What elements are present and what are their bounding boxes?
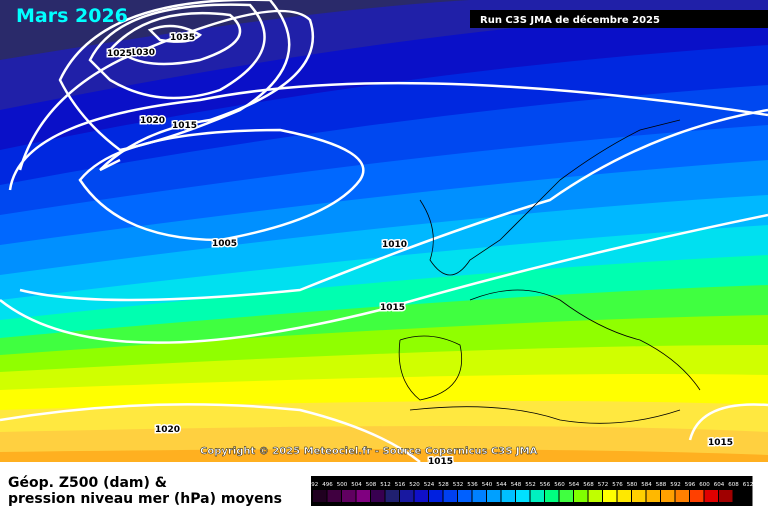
map-title: Mars 2026 <box>16 5 128 27</box>
scale-swatch <box>313 490 327 502</box>
isobar-label: 1015 <box>708 438 733 448</box>
scale-swatch <box>327 490 341 502</box>
geopotential-bands <box>0 0 768 462</box>
isobar-label: 1015 <box>172 121 197 131</box>
scale-label: 532 <box>453 482 464 488</box>
scale-label: 584 <box>641 482 652 488</box>
scale-label: 500 <box>337 482 348 488</box>
scale-label: 572 <box>598 482 609 488</box>
isobar-label: 1035 <box>170 33 195 43</box>
scale-label: 564 <box>569 482 580 488</box>
isobar-label: 1020 <box>140 116 165 126</box>
scale-swatch <box>356 490 370 502</box>
scale-label: 560 <box>554 482 565 488</box>
isobars <box>0 0 768 441</box>
scale-swatch <box>733 490 747 502</box>
scale-label: 544 <box>496 482 507 488</box>
scale-label: 492 <box>308 482 319 488</box>
legend-title: Géop. Z500 (dam) & <box>8 475 167 491</box>
scale-swatch <box>632 490 646 502</box>
scale-swatch <box>545 490 559 502</box>
scale-swatch <box>429 490 443 502</box>
scale-label: 556 <box>540 482 551 488</box>
isobar-label: 1020 <box>155 425 180 435</box>
scale-swatch <box>501 490 515 502</box>
scale-swatch <box>574 490 588 502</box>
coastlines <box>398 119 701 424</box>
scale-swatch <box>371 490 385 502</box>
scale-label: 588 <box>656 482 667 488</box>
scale-label: 552 <box>525 482 536 488</box>
isobar-label: 1005 <box>212 239 237 249</box>
scale-swatch <box>530 490 544 502</box>
color-scale: 492 496 500 504 508 512 516 520 524 528 532 536 540 5… <box>308 476 754 506</box>
scale-label: 504 <box>351 482 362 488</box>
run-box <box>470 10 768 28</box>
scale-label: 516 <box>395 482 406 488</box>
scale-swatch <box>588 490 602 502</box>
scale-swatch <box>603 490 617 502</box>
scale-swatch <box>458 490 472 502</box>
scale-label: 600 <box>699 482 710 488</box>
scale-swatch <box>385 490 399 502</box>
scale-label: 512 <box>380 482 391 488</box>
scale-swatch <box>342 490 356 502</box>
scale-label: 604 <box>714 482 725 488</box>
scale-label: 548 <box>511 482 522 488</box>
scale-label: 524 <box>424 482 435 488</box>
isobar-label: 1030 <box>130 48 155 58</box>
scale-swatch <box>516 490 530 502</box>
scale-swatch <box>472 490 486 502</box>
scale-swatch <box>646 490 660 502</box>
isobar-label: 1015 <box>380 303 405 313</box>
scale-swatch <box>719 490 733 502</box>
scale-swatch <box>661 490 675 502</box>
scale-label: 576 <box>612 482 623 488</box>
scale-label: 580 <box>627 482 638 488</box>
scale-label: 528 <box>438 482 449 488</box>
isobar-label: 1015 <box>428 457 453 467</box>
scale-swatch <box>487 490 501 502</box>
scale-swatch <box>704 490 718 502</box>
scale-label: 592 <box>670 482 681 488</box>
scale-swatch <box>690 490 704 502</box>
run-text: Run C3S JMA de décembre 2025 <box>480 14 660 26</box>
scale-swatch <box>559 490 573 502</box>
legend-title: pression niveau mer (hPa) moyens <box>8 491 282 507</box>
scale-swatch <box>400 490 414 502</box>
scale-label: 496 <box>322 482 333 488</box>
scale-label: 568 <box>583 482 594 488</box>
scale-label: 540 <box>482 482 493 488</box>
scale-swatch <box>675 490 689 502</box>
scale-swatch <box>617 490 631 502</box>
copyright: Copyright © 2025 Meteociel.fr - Source C… <box>200 446 538 457</box>
isobar-label: 1010 <box>382 240 407 250</box>
scale-label: 612 <box>743 482 754 488</box>
scale-label: 508 <box>366 482 377 488</box>
scale-label: 520 <box>409 482 420 488</box>
scale-label: 608 <box>728 482 739 488</box>
isobar-label: 1025 <box>107 49 132 59</box>
scale-swatch <box>414 490 428 502</box>
scale-swatch <box>443 490 457 502</box>
scale-label: 596 <box>685 482 696 488</box>
scale-label: 536 <box>467 482 478 488</box>
